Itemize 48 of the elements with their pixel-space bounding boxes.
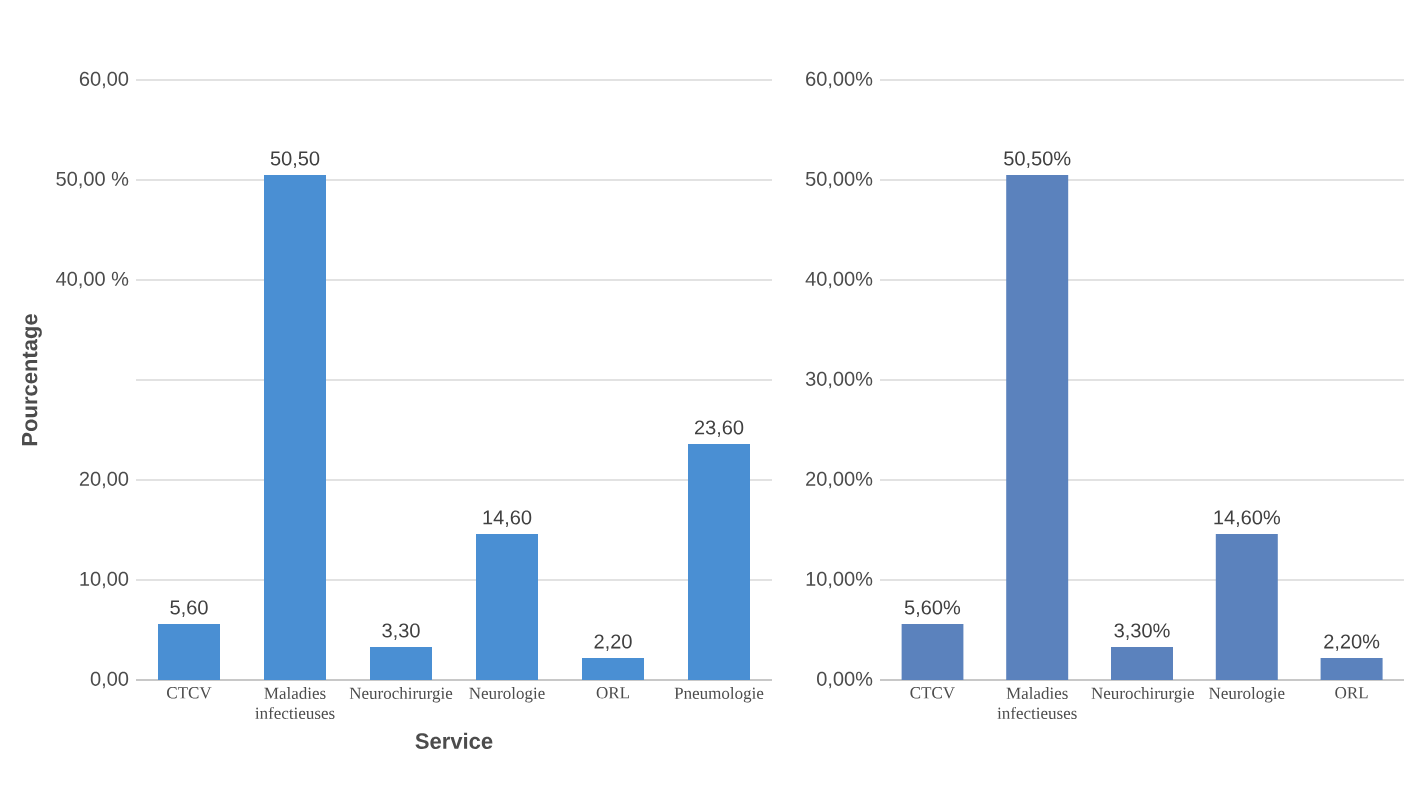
data-label: 2,20 (594, 634, 632, 651)
y-tick-label: 50,00% (805, 171, 873, 189)
y-tick-label: 20,00% (806, 471, 873, 489)
data-label: 5,60 (170, 600, 208, 617)
bar (476, 534, 538, 680)
data-label: 50,50 (270, 151, 320, 168)
x-tick-label: Neurochirurgie (349, 687, 453, 703)
x-tick-label: Maladies infectieuses (997, 687, 1077, 720)
data-label: 3,30% (1114, 623, 1170, 640)
y-tick-label: 40,00% (805, 271, 873, 289)
y-tick-label: 50,00 % (56, 171, 129, 189)
bar (901, 624, 964, 680)
x-tick-label: ORL (596, 687, 629, 699)
y-tick-label: 10,00 (80, 571, 129, 589)
x-tick-label: CTCV (167, 687, 212, 699)
y-tick-label: 0,00 (90, 671, 129, 689)
bar (1215, 534, 1278, 680)
bar (1320, 658, 1383, 680)
data-label: 14,60% (1214, 510, 1281, 527)
y-axis-title: Pourcentage (22, 314, 42, 446)
x-tick-label: Maladies infectieuses (255, 687, 335, 720)
x-tick-label: Pneumologie (674, 687, 764, 703)
bar (1111, 647, 1173, 680)
x-tick-label: CTCV (910, 687, 955, 699)
y-tick-label: 0,00% (817, 671, 873, 689)
x-tick-label: Neurochirurgie (1091, 687, 1194, 703)
data-label: 23,60 (694, 420, 744, 437)
bar (1006, 175, 1069, 680)
data-label: 3,30 (382, 623, 420, 640)
y-tick-label: 60,00 (79, 71, 129, 89)
y-tick-label: 60,00% (806, 71, 873, 89)
data-label: 14,60 (483, 510, 532, 527)
data-label: 5,60% (904, 600, 961, 617)
bar (264, 175, 326, 680)
y-tick-label: 30,00% (805, 371, 873, 389)
x-axis-title: Service (415, 732, 493, 749)
bar (688, 444, 750, 680)
y-tick-label: 40,00 % (56, 271, 129, 289)
bar (582, 658, 644, 680)
x-tick-label: ORL (1335, 687, 1368, 699)
y-tick-label: 20,00 (79, 471, 129, 489)
x-tick-label: Neurologie (469, 687, 545, 703)
y-tick-label: 10,00% (806, 571, 873, 589)
data-label: 50,50% (1004, 151, 1071, 168)
data-label: 2,20% (1324, 634, 1380, 651)
x-tick-label: Neurologie (1209, 687, 1285, 703)
bar (370, 647, 432, 680)
bar (158, 624, 220, 680)
